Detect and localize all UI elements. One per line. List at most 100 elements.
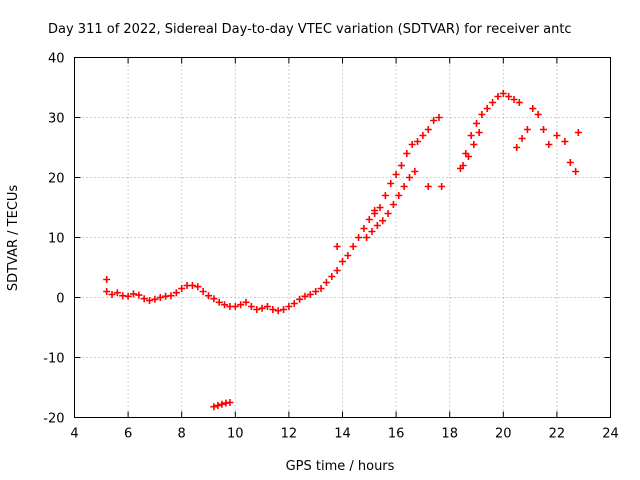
data-point bbox=[108, 291, 116, 298]
data-points bbox=[103, 90, 582, 411]
data-point bbox=[513, 144, 521, 151]
x-tick-label: 8 bbox=[178, 427, 186, 442]
data-point bbox=[124, 292, 132, 300]
data-point bbox=[545, 141, 553, 148]
data-point bbox=[280, 306, 288, 313]
data-point bbox=[467, 132, 475, 139]
data-point bbox=[494, 93, 502, 100]
data-point bbox=[473, 120, 480, 127]
x-tick-label: 4 bbox=[70, 427, 78, 442]
data-point bbox=[400, 183, 408, 190]
data-point bbox=[376, 204, 384, 211]
data-point bbox=[414, 138, 422, 145]
chart-title: Day 311 of 2022, Sidereal Day-to-day VTE… bbox=[48, 22, 572, 37]
series-evening-lower bbox=[459, 129, 483, 169]
series-late-trace bbox=[513, 105, 582, 175]
data-point bbox=[218, 400, 226, 408]
data-point bbox=[419, 132, 427, 139]
y-tick-label: -10 bbox=[43, 352, 64, 367]
series-lower-branch bbox=[363, 168, 419, 241]
data-point bbox=[263, 303, 271, 310]
data-point bbox=[156, 294, 164, 301]
data-point bbox=[344, 252, 352, 259]
x-axis-label: GPS time / hours bbox=[286, 459, 395, 474]
data-point bbox=[430, 117, 438, 124]
x-tick-label: 18 bbox=[441, 427, 458, 442]
data-point bbox=[199, 288, 207, 295]
data-point bbox=[572, 168, 580, 175]
data-point bbox=[269, 306, 277, 313]
data-point bbox=[424, 126, 432, 133]
data-point bbox=[226, 399, 234, 406]
data-point bbox=[360, 225, 368, 232]
axis-ticks: 4 6 8 10 12 14 16 18 20 22 24 -20 -10 0 10 20 30 40 bbox=[43, 52, 619, 442]
x-tick-label: 22 bbox=[549, 427, 566, 442]
data-point bbox=[215, 298, 223, 306]
data-point bbox=[424, 183, 432, 190]
data-point bbox=[205, 292, 212, 300]
data-point bbox=[470, 141, 478, 148]
data-point bbox=[438, 183, 446, 190]
series-evening-trace bbox=[456, 90, 523, 172]
series-outlier-cluster bbox=[210, 399, 234, 411]
data-point bbox=[237, 301, 245, 309]
y-tick-label: 30 bbox=[48, 112, 65, 127]
data-point bbox=[146, 297, 154, 304]
data-point bbox=[518, 135, 526, 142]
data-point bbox=[290, 300, 298, 307]
data-point bbox=[406, 174, 413, 181]
data-point bbox=[140, 295, 148, 303]
data-point bbox=[534, 111, 542, 118]
data-point bbox=[510, 96, 518, 103]
data-point bbox=[242, 298, 250, 306]
y-tick-label: -20 bbox=[43, 412, 64, 427]
data-point bbox=[505, 93, 513, 100]
data-point bbox=[328, 273, 336, 280]
data-point bbox=[523, 126, 531, 133]
data-point bbox=[113, 289, 121, 297]
data-point bbox=[317, 285, 325, 292]
data-point bbox=[408, 141, 416, 148]
data-point bbox=[221, 301, 229, 309]
y-tick-label: 0 bbox=[56, 292, 64, 307]
data-point bbox=[322, 279, 330, 286]
data-point bbox=[349, 243, 357, 250]
y-axis-label: SDTVAR / TECUs bbox=[6, 185, 21, 292]
data-point bbox=[566, 159, 574, 166]
data-point bbox=[475, 129, 483, 136]
data-point bbox=[214, 402, 222, 409]
data-point bbox=[151, 295, 159, 303]
data-point bbox=[384, 210, 392, 217]
data-point bbox=[312, 288, 320, 295]
data-point bbox=[464, 153, 472, 160]
data-point bbox=[499, 90, 507, 97]
data-point bbox=[368, 228, 376, 235]
data-point bbox=[135, 291, 143, 299]
data-point bbox=[395, 192, 403, 199]
data-point bbox=[167, 292, 175, 300]
x-tick-label: 16 bbox=[388, 427, 405, 442]
data-point bbox=[389, 201, 397, 208]
x-tick-label: 24 bbox=[602, 427, 619, 442]
data-point bbox=[194, 283, 202, 291]
data-point bbox=[355, 234, 363, 241]
data-point bbox=[301, 292, 309, 300]
data-point bbox=[459, 162, 467, 169]
data-point bbox=[381, 192, 389, 199]
data-point bbox=[253, 306, 261, 313]
data-point bbox=[285, 303, 293, 310]
data-point bbox=[129, 290, 137, 298]
data-point bbox=[365, 216, 373, 223]
data-point bbox=[333, 267, 341, 274]
data-point bbox=[231, 303, 239, 310]
x-tick-label: 6 bbox=[124, 427, 132, 442]
data-point bbox=[411, 168, 419, 175]
x-tick-label: 12 bbox=[281, 427, 298, 442]
series-isolated-points bbox=[103, 183, 446, 283]
data-point bbox=[397, 162, 405, 169]
data-point bbox=[489, 99, 497, 106]
data-point bbox=[371, 207, 379, 214]
data-point bbox=[435, 114, 443, 121]
data-point bbox=[553, 132, 561, 139]
